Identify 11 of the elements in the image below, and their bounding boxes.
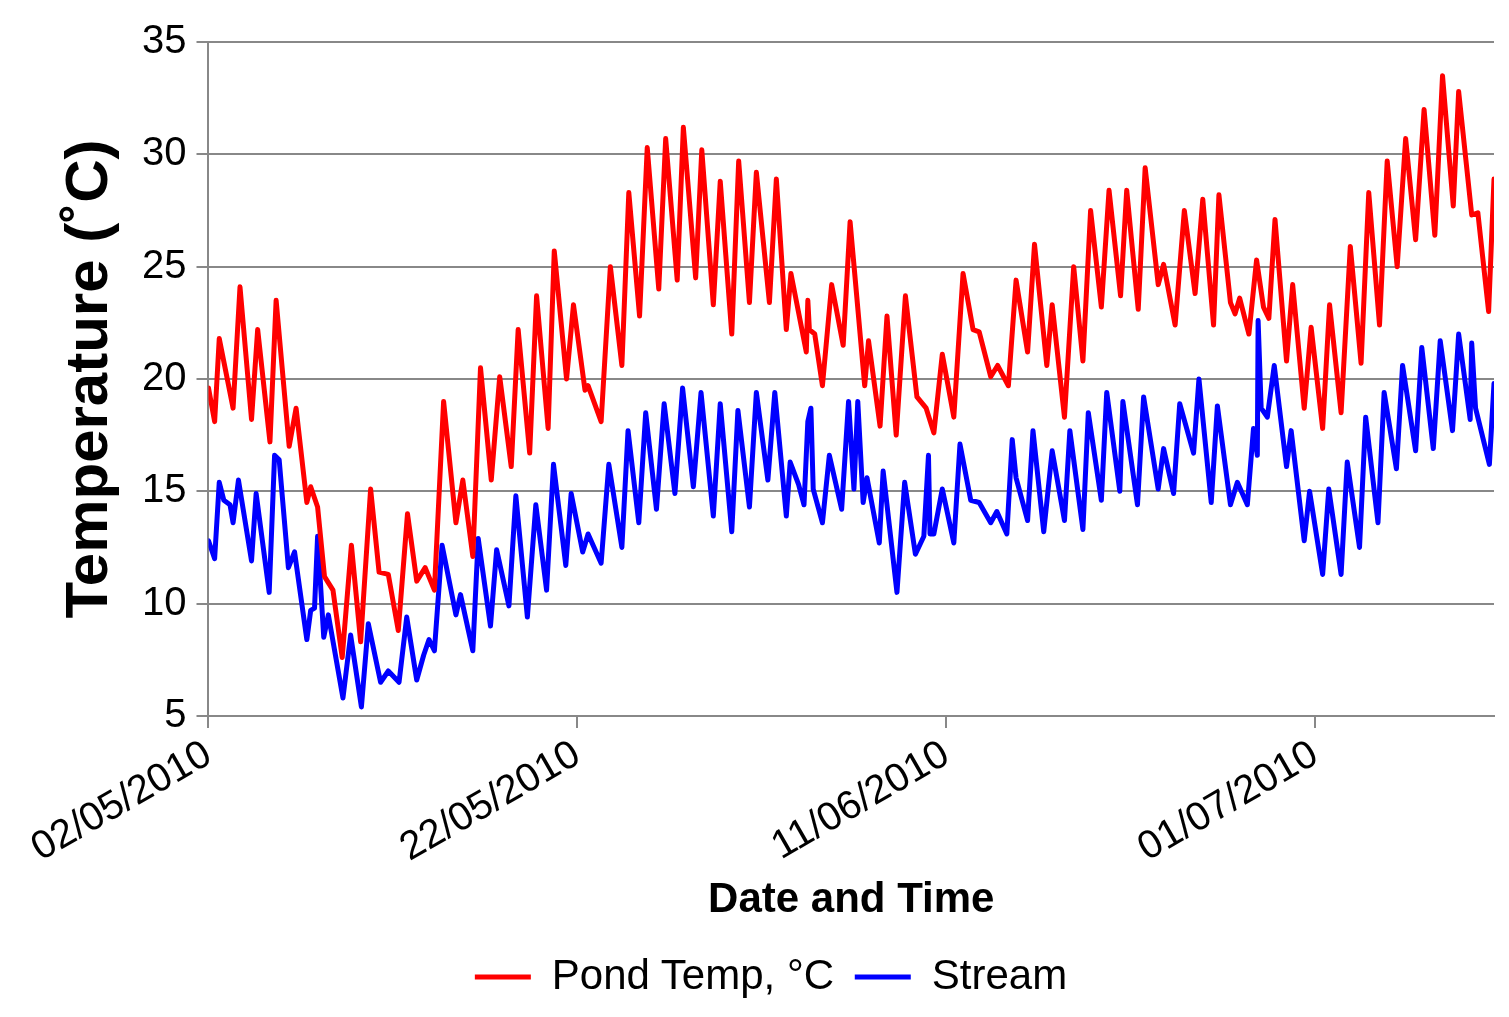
legend-label: Pond Temp, °C (551, 950, 835, 998)
y-tick-label: 20 (141, 354, 187, 398)
x-axis-title: Date and Time (708, 874, 995, 922)
legend-label: Stream (931, 950, 1068, 998)
y-tick-label: 35 (141, 17, 187, 62)
y-tick-label: 15 (141, 466, 187, 511)
y-axis-title: Temperature (˚C) (52, 139, 120, 619)
y-tick-label: 30 (141, 129, 187, 174)
y-tick-label: 10 (141, 578, 187, 623)
y-tick-label: 25 (141, 241, 187, 286)
y-tick-label: 5 (164, 690, 187, 735)
